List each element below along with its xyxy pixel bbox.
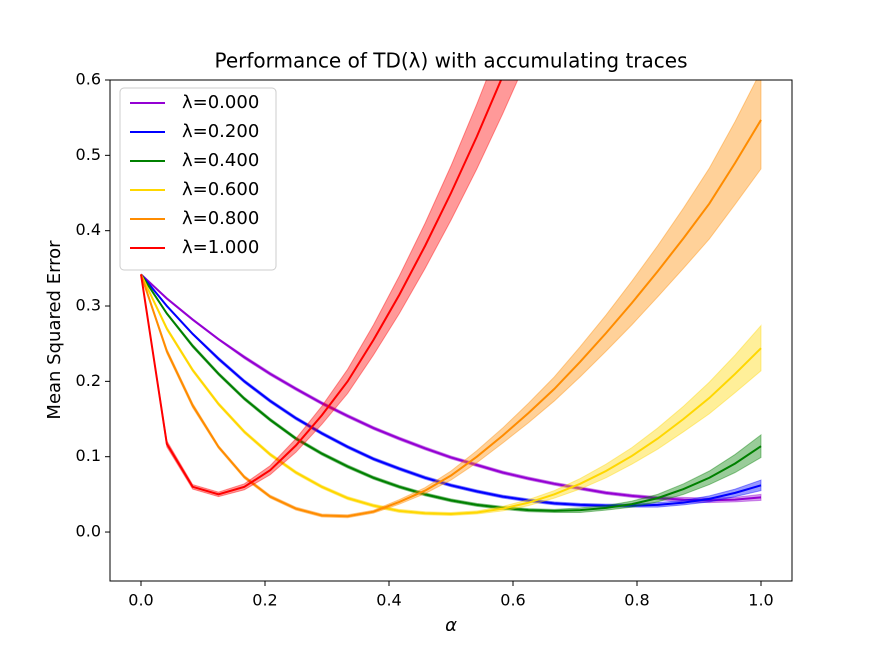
chart-title: Performance of TD(λ) with accumulating t… (215, 49, 688, 73)
y-tick-label: 0.4 (76, 220, 101, 239)
legend-label: λ=0.200 (182, 121, 259, 142)
y-tick-label: 0.2 (76, 371, 101, 390)
x-tick-label: 0.4 (376, 591, 401, 610)
legend-label: λ=0.600 (182, 179, 259, 200)
legend-box (119, 87, 277, 271)
legend-label: λ=0.400 (182, 150, 259, 171)
y-tick-label: 0.0 (76, 522, 101, 541)
line (140, 119, 762, 518)
line (140, 80, 503, 496)
x-tick-label: 0.8 (624, 591, 649, 610)
line (140, 273, 762, 515)
y-tick-label: 0.6 (76, 70, 101, 89)
y-tick-label: 0.1 (76, 446, 101, 465)
line (140, 273, 762, 507)
x-tick-label: 0.0 (128, 591, 153, 610)
plot-area (140, 80, 762, 519)
x-tick-label: 0.6 (500, 591, 525, 610)
y-tick-label: 0.5 (76, 145, 101, 164)
x-tick-label: 0.2 (252, 591, 277, 610)
y-tick-label: 0.3 (76, 296, 101, 315)
legend-label: λ=0.000 (182, 92, 259, 113)
y-axis-label: Mean Squared Error (44, 240, 65, 420)
error-band (140, 80, 762, 519)
x-tick-label: 1.0 (748, 591, 773, 610)
legend-label: λ=1.000 (182, 237, 259, 258)
line (140, 273, 762, 512)
error-band (140, 80, 519, 498)
plot-frame (109, 79, 793, 582)
x-axis-label: α (445, 615, 457, 636)
legend-label: λ=0.800 (182, 208, 259, 229)
